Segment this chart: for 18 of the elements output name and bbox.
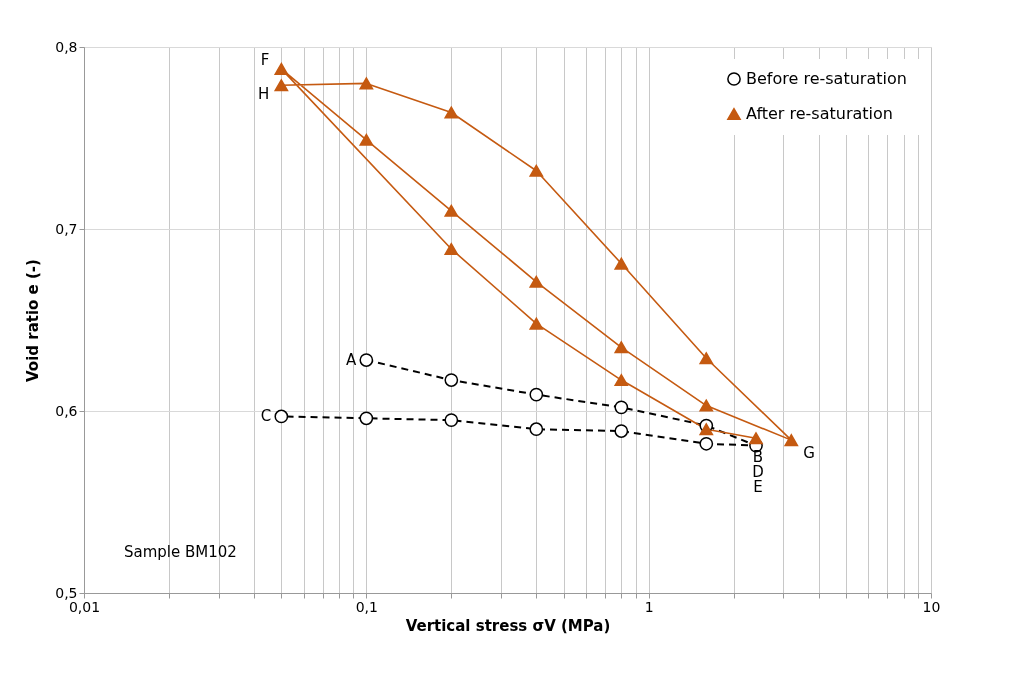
y-tick-label: 0,6 (55, 402, 78, 419)
annotation: Sample BM102 (124, 543, 237, 561)
annotation: F (260, 50, 270, 69)
x-tick-label: 0,01 (68, 598, 101, 615)
annotation: C (260, 407, 272, 426)
annotation: H (258, 85, 270, 104)
annotation: G (803, 444, 815, 463)
x-tick-label: 1 (644, 598, 654, 615)
x-tick-label: 0,1 (355, 598, 378, 615)
legend-label: Before re-saturation (746, 69, 907, 88)
y-tick-label: 0,7 (55, 220, 78, 237)
y-axis-title: Void ratio e (-) (24, 259, 43, 382)
legend-label: After re-saturation (746, 104, 893, 123)
x-axis-title: Vertical stress σV (MPa) (405, 616, 611, 635)
annotation: A (346, 351, 358, 370)
y-tick-label: 0,5 (55, 584, 78, 601)
x-tick-label: 10 (922, 598, 941, 615)
y-tick-label: 0,8 (55, 38, 78, 55)
